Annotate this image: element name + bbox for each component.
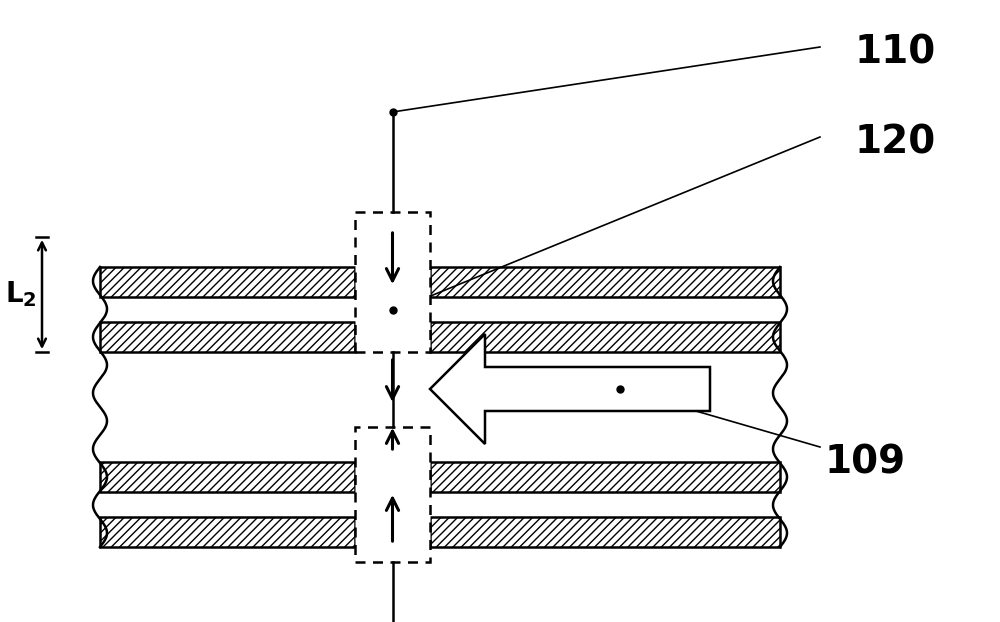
- Polygon shape: [430, 334, 710, 444]
- Bar: [100, 322, 355, 352]
- Bar: [355, 427, 430, 562]
- Bar: [100, 462, 355, 492]
- Bar: [430, 322, 780, 352]
- Bar: [100, 517, 355, 547]
- Bar: [430, 517, 780, 547]
- Bar: [430, 462, 780, 492]
- Bar: [355, 212, 430, 352]
- Text: 120: 120: [855, 123, 936, 161]
- Text: $\mathbf{L_2}$: $\mathbf{L_2}$: [5, 280, 37, 309]
- Bar: [430, 267, 780, 297]
- Text: 110: 110: [855, 33, 936, 71]
- Bar: [100, 267, 355, 297]
- Text: 109: 109: [825, 443, 906, 481]
